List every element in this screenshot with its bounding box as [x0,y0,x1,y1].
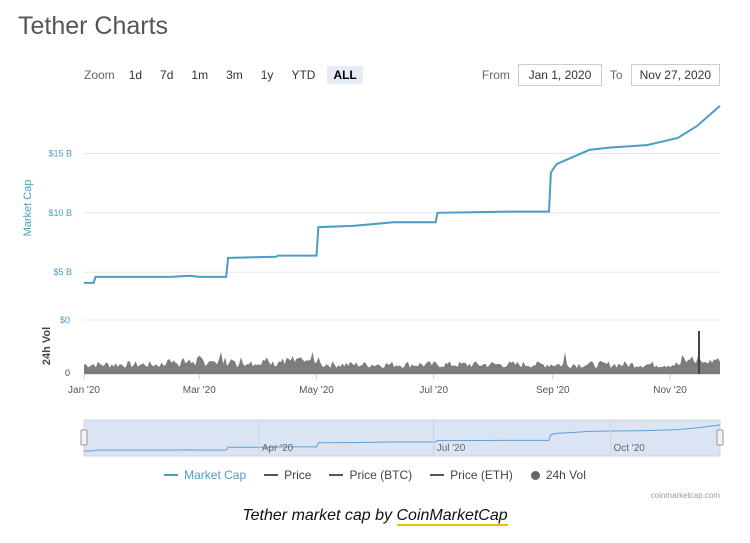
volume-area [84,352,720,374]
zoom-1m-button[interactable]: 1m [191,68,209,82]
to-date-input[interactable]: Nov 27, 2020 [630,64,720,86]
zoom-1d-button[interactable]: 1d [128,68,143,82]
zoom-7d-button[interactable]: 7d [160,68,174,82]
navigator-tick-label: Jul '20 [437,443,466,454]
navigator-tick-label: Oct '20 [613,443,645,454]
volume-spike [698,331,700,374]
y-tick-label: $5 B [53,267,72,277]
market-cap-line [84,105,721,284]
y-axis-label: Market Cap [22,180,34,237]
legend-price-btc-swatch [329,474,344,476]
legend-24h-vol-swatch [530,470,540,480]
legend-price-eth-swatch [430,474,445,476]
zoom-3m-button[interactable]: 3m [226,68,243,82]
x-tick-label: Nov '20 [653,385,687,396]
x-tick-label: Sep '20 [536,385,570,396]
legend-price-btc-label: Price (BTC) [349,468,413,482]
x-tick-label: May '20 [299,385,334,396]
x-tick-label: Mar '20 [183,385,216,396]
from-label: From [481,68,510,82]
navigator-tick-label: Apr '20 [262,443,294,454]
caption-brand: CoinMarketCap [396,507,508,526]
volume-zero-tick: 0 [65,368,70,378]
date-range: From Jan 1, 2020 To Nov 27, 2020 [482,64,720,86]
zoom-1y-button[interactable]: 1y [260,68,274,82]
legend-price-eth[interactable]: Price (ETH) [430,468,513,482]
volume-axis-label: 24h Vol [41,327,53,365]
navigator-left-handle[interactable] [80,429,88,446]
legend-price[interactable]: Price [264,468,311,482]
navigator-right-handle[interactable] [716,429,724,446]
legend-market-cap-swatch [164,474,179,476]
zoom-controls: Zoom 1d 7d 1m 3m 1y YTD ALL [84,66,363,84]
legend-market-cap-label: Market Cap [184,468,247,482]
legend-24h-vol[interactable]: 24h Vol [530,468,586,482]
zoom-all-button[interactable]: ALL [327,66,363,84]
y-tick-label: $15 B [48,148,72,158]
x-tick-label: Jul '20 [419,385,448,396]
credit-text: coinmarketcap.com [650,491,720,500]
y-tick-label: $10 B [48,208,72,218]
zoom-ytd-button[interactable]: YTD [291,68,316,82]
navigator-line [84,424,721,452]
volume-top-tick: $0 [60,315,70,325]
x-tick-label: Jan '20 [68,385,100,396]
legend-price-swatch [264,474,279,476]
legend-24h-vol-label: 24h Vol [545,468,586,482]
legend: Market Cap Price Price (BTC) Price (ETH)… [0,468,750,482]
to-label: To [609,68,623,82]
from-date-input[interactable]: Jan 1, 2020 [517,64,602,86]
caption-prefix: Tether market cap by [242,507,397,524]
caption: Tether market cap by CoinMarketCap [0,507,750,526]
legend-price-eth-label: Price (ETH) [450,468,513,482]
legend-price-btc[interactable]: Price (BTC) [329,468,412,482]
zoom-label: Zoom [84,68,115,82]
page-title: Tether Charts [18,12,169,40]
legend-price-label: Price [284,468,312,482]
legend-market-cap[interactable]: Market Cap [164,468,246,482]
